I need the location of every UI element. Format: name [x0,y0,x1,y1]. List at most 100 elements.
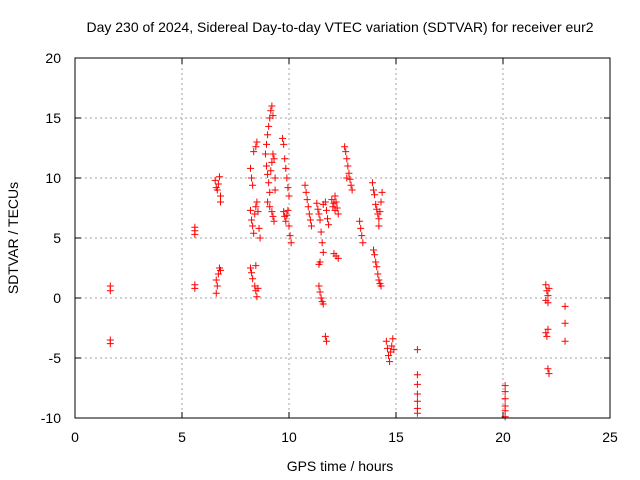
data-point [321,332,329,340]
data-point [305,210,313,218]
data-point [376,208,384,216]
data-point [255,224,263,232]
data-point [413,390,421,398]
data-point [265,122,273,130]
data-point [501,382,509,390]
data-point [317,228,325,236]
data-point [217,266,225,274]
data-point [322,206,330,214]
data-point [378,188,386,196]
x-axis-label: GPS time / hours [287,458,394,474]
data-point [561,337,569,345]
data-point [213,186,221,194]
data-point [270,155,278,163]
data-point [248,174,256,182]
data-point [357,224,365,232]
data-point [374,270,382,278]
data-point [413,346,421,354]
data-point [329,203,337,211]
data-point [286,232,294,240]
data-point [346,175,354,183]
data-point [314,205,322,213]
data-point [246,206,254,214]
data-point [544,365,552,373]
data-point [256,234,264,242]
y-axis-label: SDTVAR / TECUs [5,182,21,294]
data-point [250,148,258,156]
x-tick-labels: 0 5 10 15 20 25 [71,429,618,445]
data-point [317,294,325,302]
data-point [246,164,254,172]
data-point [544,299,552,307]
data-point [316,216,324,224]
data-point [318,239,326,247]
data-point [321,198,329,206]
data-point [263,140,271,148]
data-point [214,180,222,188]
data-point [212,276,220,284]
data-point [266,188,274,196]
axis-ticks [74,57,611,419]
y-tick-label: 0 [53,290,61,306]
x-tick-label: 5 [178,429,186,445]
data-point [377,282,385,290]
data-point [348,186,356,194]
data-point [324,215,332,223]
data-point [561,319,569,327]
data-point [271,186,279,194]
data-point [501,395,509,403]
data-point [383,344,391,352]
data-point [371,251,379,259]
data-point [334,254,342,262]
data-point [372,258,380,266]
data-point [269,212,277,220]
data-point [544,325,552,333]
data-point [543,332,551,340]
data-point [390,346,398,354]
data-point [375,215,383,223]
data-point [263,162,271,170]
data-point [268,102,276,110]
data-point [307,222,315,230]
data-point [282,164,290,172]
data-point [213,282,221,290]
data-point [370,246,378,254]
data-point [248,216,256,224]
data-point [253,198,261,206]
data-point [315,210,323,218]
data-point [342,148,350,156]
data-point [268,158,276,166]
data-point [266,203,274,211]
data-point [345,169,353,177]
data-point [250,229,258,237]
x-tick-label: 15 [388,429,404,445]
data-point [271,174,279,182]
data-point [334,210,342,218]
data-point [545,370,553,378]
data-point [281,155,289,163]
data-point [545,284,553,292]
data-point [375,276,383,284]
data-point [382,337,390,345]
data-point [211,176,219,184]
data-point [280,140,288,148]
data-point [269,150,277,158]
data-point [285,192,293,200]
data-point [306,216,314,224]
data-point [246,264,254,272]
data-point [331,192,339,200]
data-point [285,222,293,230]
data-point [191,284,199,292]
data-point [217,198,225,206]
data-point [325,221,333,229]
data-point [304,203,312,211]
data-point [303,196,311,204]
data-point [377,198,385,206]
data-point [249,222,257,230]
data-point [368,179,376,187]
data-point [264,131,272,139]
data-point [106,340,114,348]
y-tick-labels: -10 -5 0 5 10 15 20 [41,50,61,426]
data-points [106,102,569,421]
